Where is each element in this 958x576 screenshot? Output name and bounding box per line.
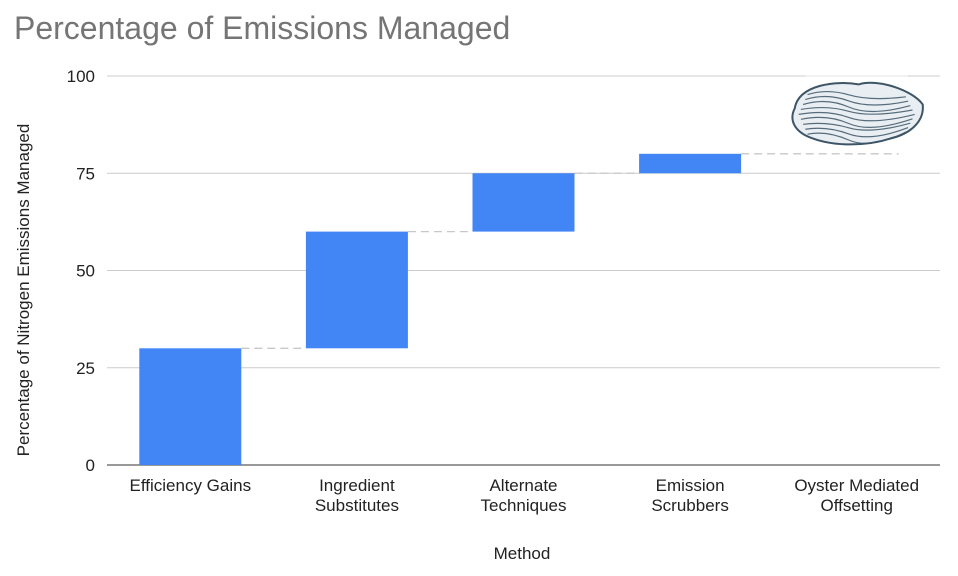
y-tick-label: 100 — [67, 67, 95, 86]
x-tick-label: Ingredient Substitutes — [315, 476, 399, 515]
x-tick-label: Oyster Mediated Offsetting — [794, 476, 919, 515]
x-axis-title: Method — [494, 544, 551, 563]
x-tick-label: Alternate Techniques — [480, 476, 566, 515]
connector-lines — [241, 75, 908, 349]
bar — [305, 231, 408, 349]
bar — [639, 153, 742, 174]
bars — [139, 153, 742, 465]
bar — [139, 348, 242, 465]
oyster-ridge — [807, 90, 906, 100]
x-tick-label: Emission Scrubbers — [651, 476, 728, 515]
y-tick-labels: 0 25 50 75 100 — [67, 67, 95, 475]
y-tick-label: 50 — [76, 262, 95, 281]
oyster-ridge — [807, 131, 907, 144]
y-tick-label: 0 — [86, 456, 95, 475]
y-tick-label: 75 — [76, 164, 95, 183]
oyster-ridge — [800, 106, 913, 115]
x-tick-label: Efficiency Gains — [130, 476, 252, 495]
chart-title: Percentage of Emissions Managed — [14, 10, 511, 46]
x-tick-labels: Efficiency Gains Ingredient Substitutes Alt… — [130, 476, 920, 515]
y-tick-label: 25 — [76, 359, 95, 378]
oyster-ridge — [805, 127, 909, 138]
oyster-ridge — [800, 116, 913, 128]
y-axis-title: Percentage of Nitrogen Emissions Managed — [14, 124, 33, 457]
oyster-ridge — [798, 111, 915, 122]
oyster-ridge — [803, 122, 911, 131]
oyster-icon — [791, 81, 924, 146]
oyster-ridge — [805, 95, 909, 106]
bar — [472, 173, 575, 232]
oyster-ridge — [802, 100, 911, 113]
